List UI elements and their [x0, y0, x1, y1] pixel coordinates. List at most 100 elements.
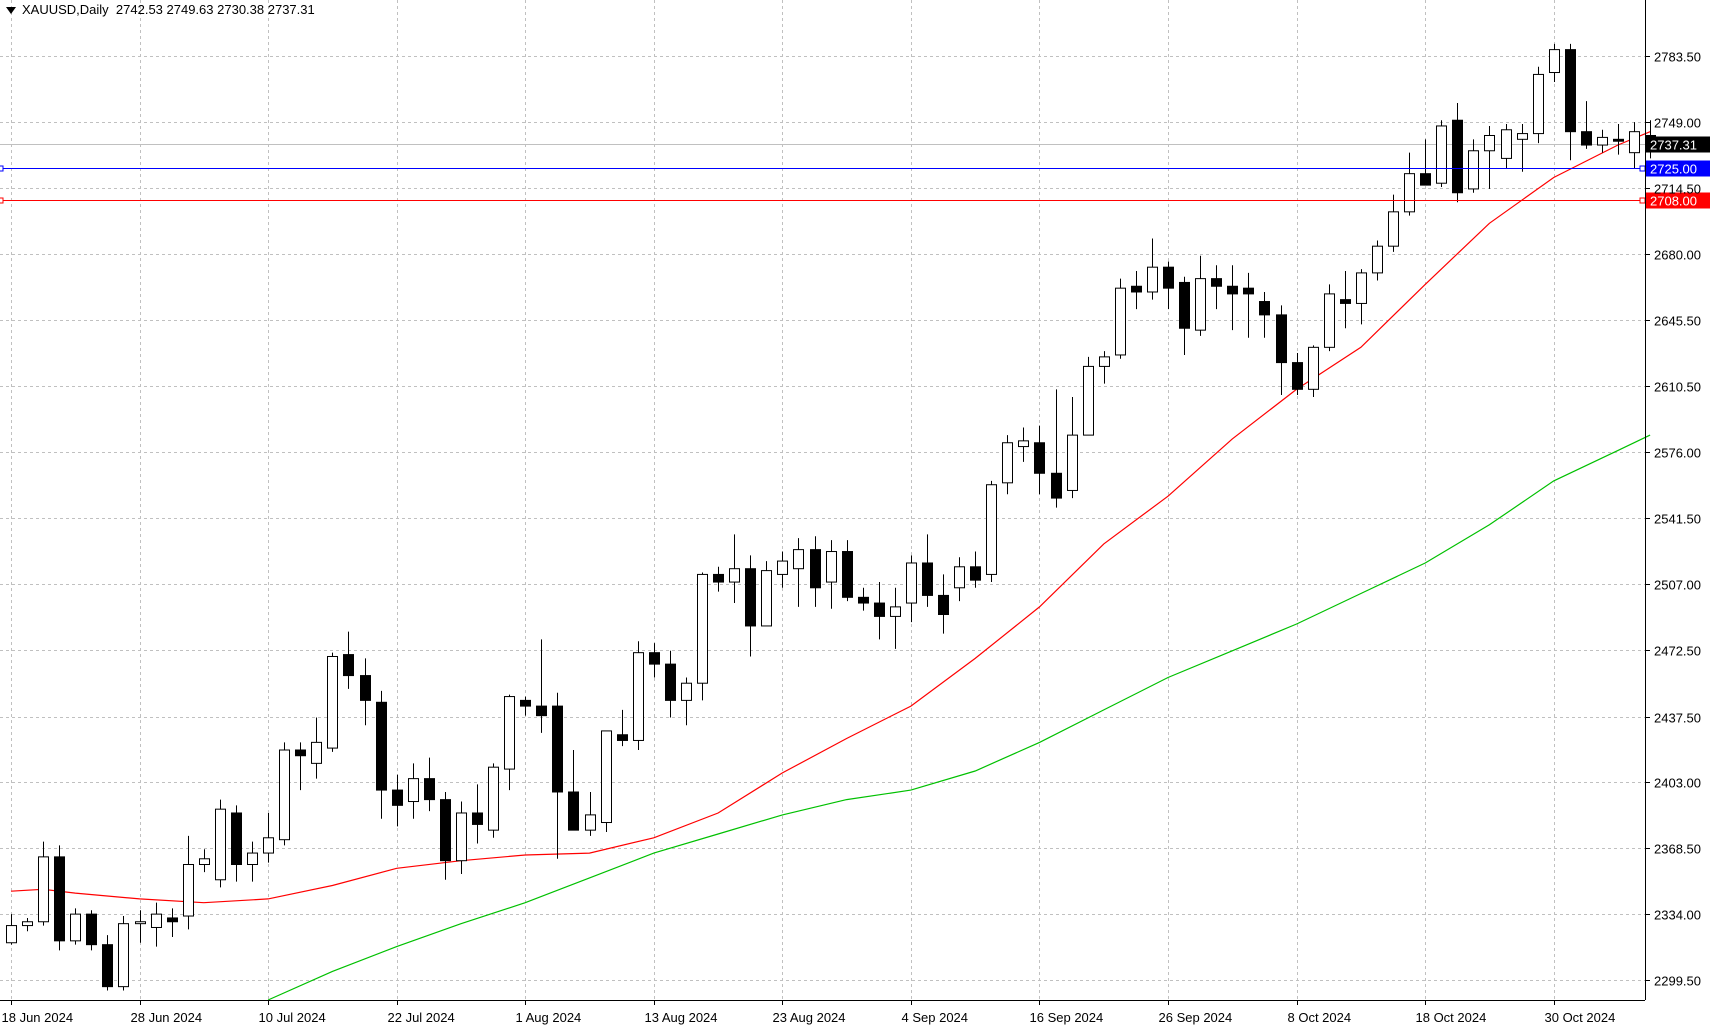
candle — [1436, 120, 1447, 188]
candle-body — [327, 655, 338, 749]
candle — [1597, 129, 1608, 153]
candle — [1388, 194, 1399, 252]
candle — [1340, 270, 1351, 329]
candle-body — [118, 923, 129, 988]
candle-body — [1484, 134, 1495, 152]
candle-body — [1034, 442, 1045, 474]
candle-body — [376, 701, 387, 791]
candle — [1131, 270, 1142, 310]
candle-body — [263, 837, 274, 854]
x-tick-label: 8 Oct 2024 — [1288, 1010, 1352, 1025]
candle — [440, 791, 451, 880]
dropdown-triangle-icon[interactable] — [6, 7, 16, 15]
candle-body — [408, 778, 419, 803]
candle — [1484, 125, 1495, 189]
x-tick-label: 22 Jul 2024 — [388, 1010, 455, 1025]
candle — [118, 916, 129, 991]
candle — [102, 935, 113, 991]
candle-body — [858, 596, 869, 604]
candle — [1067, 396, 1078, 499]
y-tick-label: 2645.50 — [1654, 314, 1701, 329]
candle-body — [954, 566, 965, 589]
candle — [376, 690, 387, 819]
candle-body — [681, 682, 692, 701]
y-tick-label: 2576.00 — [1654, 446, 1701, 461]
candle-body — [793, 549, 804, 570]
candle — [199, 849, 210, 873]
x-tick-label: 26 Sep 2024 — [1159, 1010, 1233, 1025]
candle-body — [1276, 314, 1287, 364]
candle-body — [295, 749, 306, 757]
x-tick-label: 23 Aug 2024 — [773, 1010, 846, 1025]
candle-body — [1115, 287, 1126, 356]
candle — [729, 534, 740, 604]
candle-body — [1452, 119, 1463, 194]
candle-body — [360, 675, 371, 701]
candle-body — [1243, 287, 1254, 295]
candle-body — [1517, 133, 1528, 140]
candle — [954, 557, 965, 602]
candle — [761, 561, 772, 627]
candle-body — [424, 778, 435, 801]
candle-body — [1565, 49, 1576, 133]
candle — [456, 801, 467, 875]
candle — [697, 572, 708, 701]
candle — [279, 742, 290, 846]
candle — [1147, 238, 1158, 300]
candle-body — [617, 734, 628, 741]
candle-body — [938, 594, 949, 616]
candle — [408, 763, 419, 819]
candle-body — [970, 566, 981, 581]
candle-body — [151, 913, 162, 928]
candle-body — [1613, 138, 1624, 142]
y-tick-label: 2299.50 — [1654, 974, 1701, 989]
candle-body — [231, 812, 242, 866]
horizontal-level-lines[interactable]: 2725.00 2708.00 — [0, 160, 1710, 209]
candle-body — [1436, 125, 1447, 184]
candle-body — [456, 812, 467, 862]
candle — [1227, 265, 1238, 331]
candle — [585, 791, 596, 836]
candle — [681, 677, 692, 726]
candle-body — [279, 749, 290, 841]
candle-body — [1083, 365, 1094, 436]
candle — [1276, 305, 1287, 396]
candle-body — [1292, 362, 1303, 390]
candle — [22, 917, 33, 932]
candle — [1211, 265, 1222, 310]
candle — [343, 631, 354, 689]
candle-body — [1420, 173, 1431, 186]
candle-body — [633, 652, 644, 741]
candle-body — [38, 856, 49, 923]
candle — [1629, 122, 1640, 168]
x-tick-label: 16 Sep 2024 — [1030, 1010, 1104, 1025]
candle — [360, 658, 371, 726]
candle — [810, 536, 821, 607]
candle-body — [1259, 301, 1270, 316]
current-price-label-bg — [1646, 136, 1710, 153]
x-tick-label: 4 Sep 2024 — [902, 1010, 969, 1025]
candle — [520, 696, 531, 716]
candle-body — [1179, 281, 1190, 329]
candle — [1083, 356, 1094, 436]
candle — [713, 566, 724, 592]
candle-body — [1356, 272, 1367, 304]
y-tick-label: 2507.00 — [1654, 578, 1701, 593]
y-tick-label: 2610.50 — [1654, 380, 1701, 395]
candle — [1051, 389, 1062, 508]
y-tick-label: 2437.50 — [1654, 711, 1701, 726]
candle-body — [70, 913, 81, 942]
candle-body — [1195, 278, 1206, 331]
moving-averages — [10, 131, 1651, 1001]
y-tick-label: 2749.00 — [1654, 116, 1701, 131]
candle — [986, 480, 997, 583]
candle — [1452, 103, 1463, 203]
chart-grid — [0, 0, 1645, 1000]
candle-body — [906, 562, 917, 604]
candle — [1034, 425, 1045, 495]
candle-body — [392, 789, 403, 806]
candle — [327, 652, 338, 752]
candle — [601, 730, 612, 833]
